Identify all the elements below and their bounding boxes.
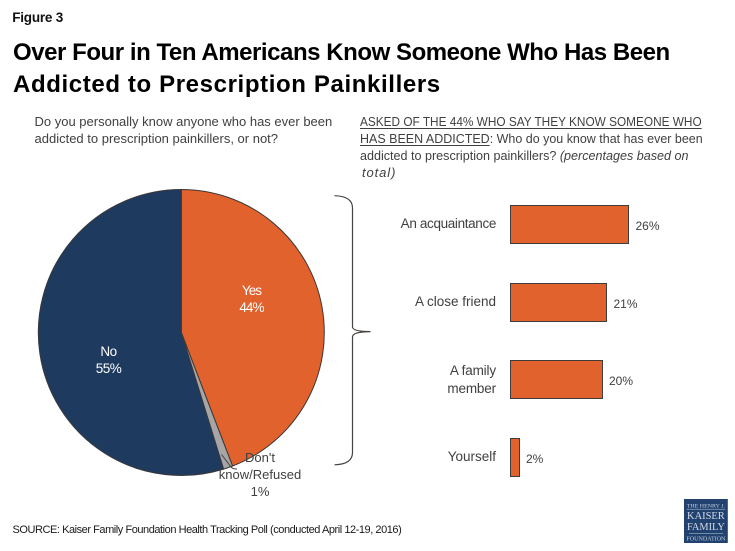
svg-text:FAMILY: FAMILY bbox=[687, 521, 725, 533]
svg-text:KAISER: KAISER bbox=[687, 510, 725, 522]
svg-text:FOUNDATION: FOUNDATION bbox=[686, 535, 726, 542]
svg-text:THE HENRY J.: THE HENRY J. bbox=[687, 504, 725, 509]
